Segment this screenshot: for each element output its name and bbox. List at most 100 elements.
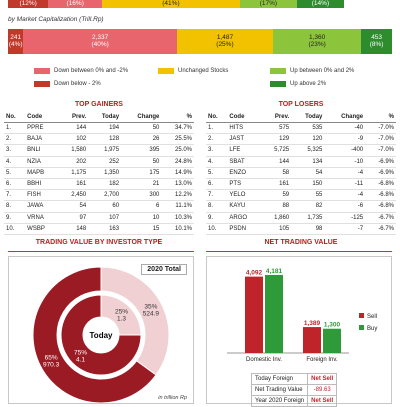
donut-panel: 35% 524.9 65% 970.3 25% 1.3 75% 4.1 Today 2020 T…: [8, 256, 194, 404]
gainers-cell-no: 4.: [4, 156, 26, 168]
losers-cell-prev: 105: [261, 223, 292, 235]
losers-col-today: Today: [291, 111, 325, 123]
gainers-cell-today: 107: [88, 212, 122, 224]
losers-cell-prev: 88: [261, 200, 292, 213]
gainers-cell-code: FISH: [25, 189, 59, 202]
losers-cell-today: 5,325: [291, 144, 325, 157]
gainers-row: 6. BBHI 161 182 21 13.0%: [4, 178, 194, 191]
gainers-cell-code: BNLI: [25, 144, 59, 157]
losers-cell-prev: 161: [261, 178, 292, 191]
bar-value-label: 1,389: [304, 320, 321, 327]
gainers-cell-no: 5.: [4, 167, 26, 179]
gainers-cell-pct: 24.8%: [161, 156, 194, 168]
gainers-col-prev: Prev.: [58, 111, 89, 123]
gainers-row: 3. BNLI 1,580 1,975 395 25.0%: [4, 144, 194, 157]
gainers-cell-today: 60: [88, 200, 122, 213]
losers-cell-code: ENZO: [227, 167, 262, 179]
net-trading-bar-chart: 4,092 4,181 Domestic Inv. 1,389 1,300 Foreign…: [227, 268, 377, 363]
gainers-col-no: No.: [4, 111, 26, 123]
gainers-cell-today: 163: [88, 223, 122, 235]
donut-total-label: 2020 Total: [141, 264, 187, 275]
mcap-seg-down-small: 2,337 (40%): [23, 29, 177, 54]
net-trading-panel: 4,092 4,181 Domestic Inv. 1,389 1,300 Foreign…: [206, 256, 392, 407]
donut-value-label: 970.3: [43, 361, 60, 368]
legend-up-big: Up above 2%: [270, 81, 326, 87]
losers-cell-pct: -7.0%: [365, 144, 396, 157]
net-trading-summary: Today Foreign Net Sell Net Trading Value…: [250, 373, 338, 407]
losers-cell-no: 10.: [206, 223, 228, 235]
legend-label-sell: Sell: [367, 314, 377, 320]
donut-value-label: 4.1: [76, 357, 85, 364]
bar-buy-0: [265, 274, 283, 353]
top-losers-table: No. Code Prev. Today Change % 1. HITS 575 5…: [206, 111, 396, 235]
legend-down-big: Down below - 2%: [34, 81, 101, 87]
losers-col-no: No.: [206, 111, 228, 123]
gainers-row: 9. VRNA 97 107 10 10.3%: [4, 212, 194, 224]
gainers-cell-change: 6: [121, 200, 162, 213]
losers-cell-prev: 144: [261, 156, 292, 168]
losers-cell-prev: 59: [261, 189, 292, 202]
gainers-cell-prev: 202: [58, 156, 89, 168]
losers-col-pct: %: [365, 111, 396, 123]
losers-cell-no: 1.: [206, 122, 228, 135]
gainers-cell-code: VRNA: [25, 212, 59, 224]
losers-cell-no: 5.: [206, 167, 228, 179]
bar-category-label: Foreign Inv.: [306, 357, 338, 363]
losers-cell-no: 9.: [206, 212, 228, 224]
gainers-cell-code: WSBP: [25, 223, 59, 235]
losers-cell-pct: -6.8%: [365, 178, 396, 191]
losers-cell-no: 3.: [206, 144, 228, 157]
gainers-cell-no: 8.: [4, 200, 26, 213]
gainers-cell-change: 50: [121, 156, 162, 168]
gainers-cell-pct: 10.1%: [161, 223, 194, 235]
gainers-cell-pct: 10.3%: [161, 212, 194, 224]
losers-cell-prev: 5,725: [261, 144, 292, 157]
donut-value-label: 1.3: [117, 315, 126, 322]
gainers-cell-pct: 13.0%: [161, 178, 194, 191]
losers-cell-prev: 575: [261, 122, 292, 135]
donut-pct-label: 65%: [45, 354, 58, 361]
losers-cell-today: 120: [291, 133, 325, 146]
net-trading-title: NET TRADING VALUE: [264, 239, 338, 246]
losers-cell-pct: -6.8%: [365, 200, 396, 213]
gainers-cell-change: 10: [121, 212, 162, 224]
gainers-cell-no: 2.: [4, 133, 26, 146]
legend-label-buy: Buy: [367, 326, 377, 332]
top-seg-up-small: (17%): [239, 0, 297, 8]
bar-sell-1: [303, 327, 321, 353]
losers-cell-pct: -6.8%: [365, 189, 396, 202]
gainers-col-change: Change: [121, 111, 162, 123]
losers-cell-prev: 1,860: [261, 212, 292, 224]
gainers-row: 1. PPRE 144 194 50 34.7%: [4, 122, 194, 135]
losers-cell-code: PSDN: [227, 223, 262, 235]
losers-cell-code: LFE: [227, 144, 262, 157]
bar-category-label: Domestic Inv.: [246, 357, 282, 363]
losers-row: 8. KAYU 88 82 -6 -6.8%: [206, 200, 396, 213]
donut-center-label: Today: [90, 331, 114, 340]
gainers-cell-prev: 102: [58, 133, 89, 146]
gainers-cell-no: 9.: [4, 212, 26, 224]
donut-pct-label: 35%: [144, 304, 157, 311]
losers-cell-today: 150: [291, 178, 325, 191]
losers-cell-change: -125: [324, 212, 366, 224]
gainers-cell-prev: 148: [58, 223, 89, 235]
bar-sell-0: [245, 276, 263, 353]
gainers-cell-change: 21: [121, 178, 162, 191]
donut-pct-label: 75%: [74, 350, 87, 357]
gainers-header-row: No. Code Prev. Today Change %: [4, 111, 194, 123]
losers-col-change: Change: [324, 111, 366, 123]
losers-row: 2. JAST 129 120 -9 -7.0%: [206, 133, 396, 146]
losers-cell-pct: -6.7%: [365, 212, 396, 224]
gainers-row: 5. MAPB 1,175 1,350 175 14.9%: [4, 167, 194, 179]
nt-year-label: Year 2020 Foreign: [250, 395, 309, 407]
losers-cell-code: KAYU: [227, 200, 262, 213]
donut-pct-label: 25%: [115, 308, 128, 315]
gainers-cell-pct: 25.5%: [161, 133, 194, 146]
losers-cell-change: -6: [324, 200, 366, 213]
gainers-cell-code: BAJA: [25, 133, 59, 146]
losers-cell-today: 55: [291, 189, 325, 202]
top-seg-up-big: (14%): [296, 0, 344, 8]
gainers-cell-prev: 161: [58, 178, 89, 191]
losers-cell-no: 7.: [206, 189, 228, 202]
losers-cell-no: 6.: [206, 178, 228, 191]
